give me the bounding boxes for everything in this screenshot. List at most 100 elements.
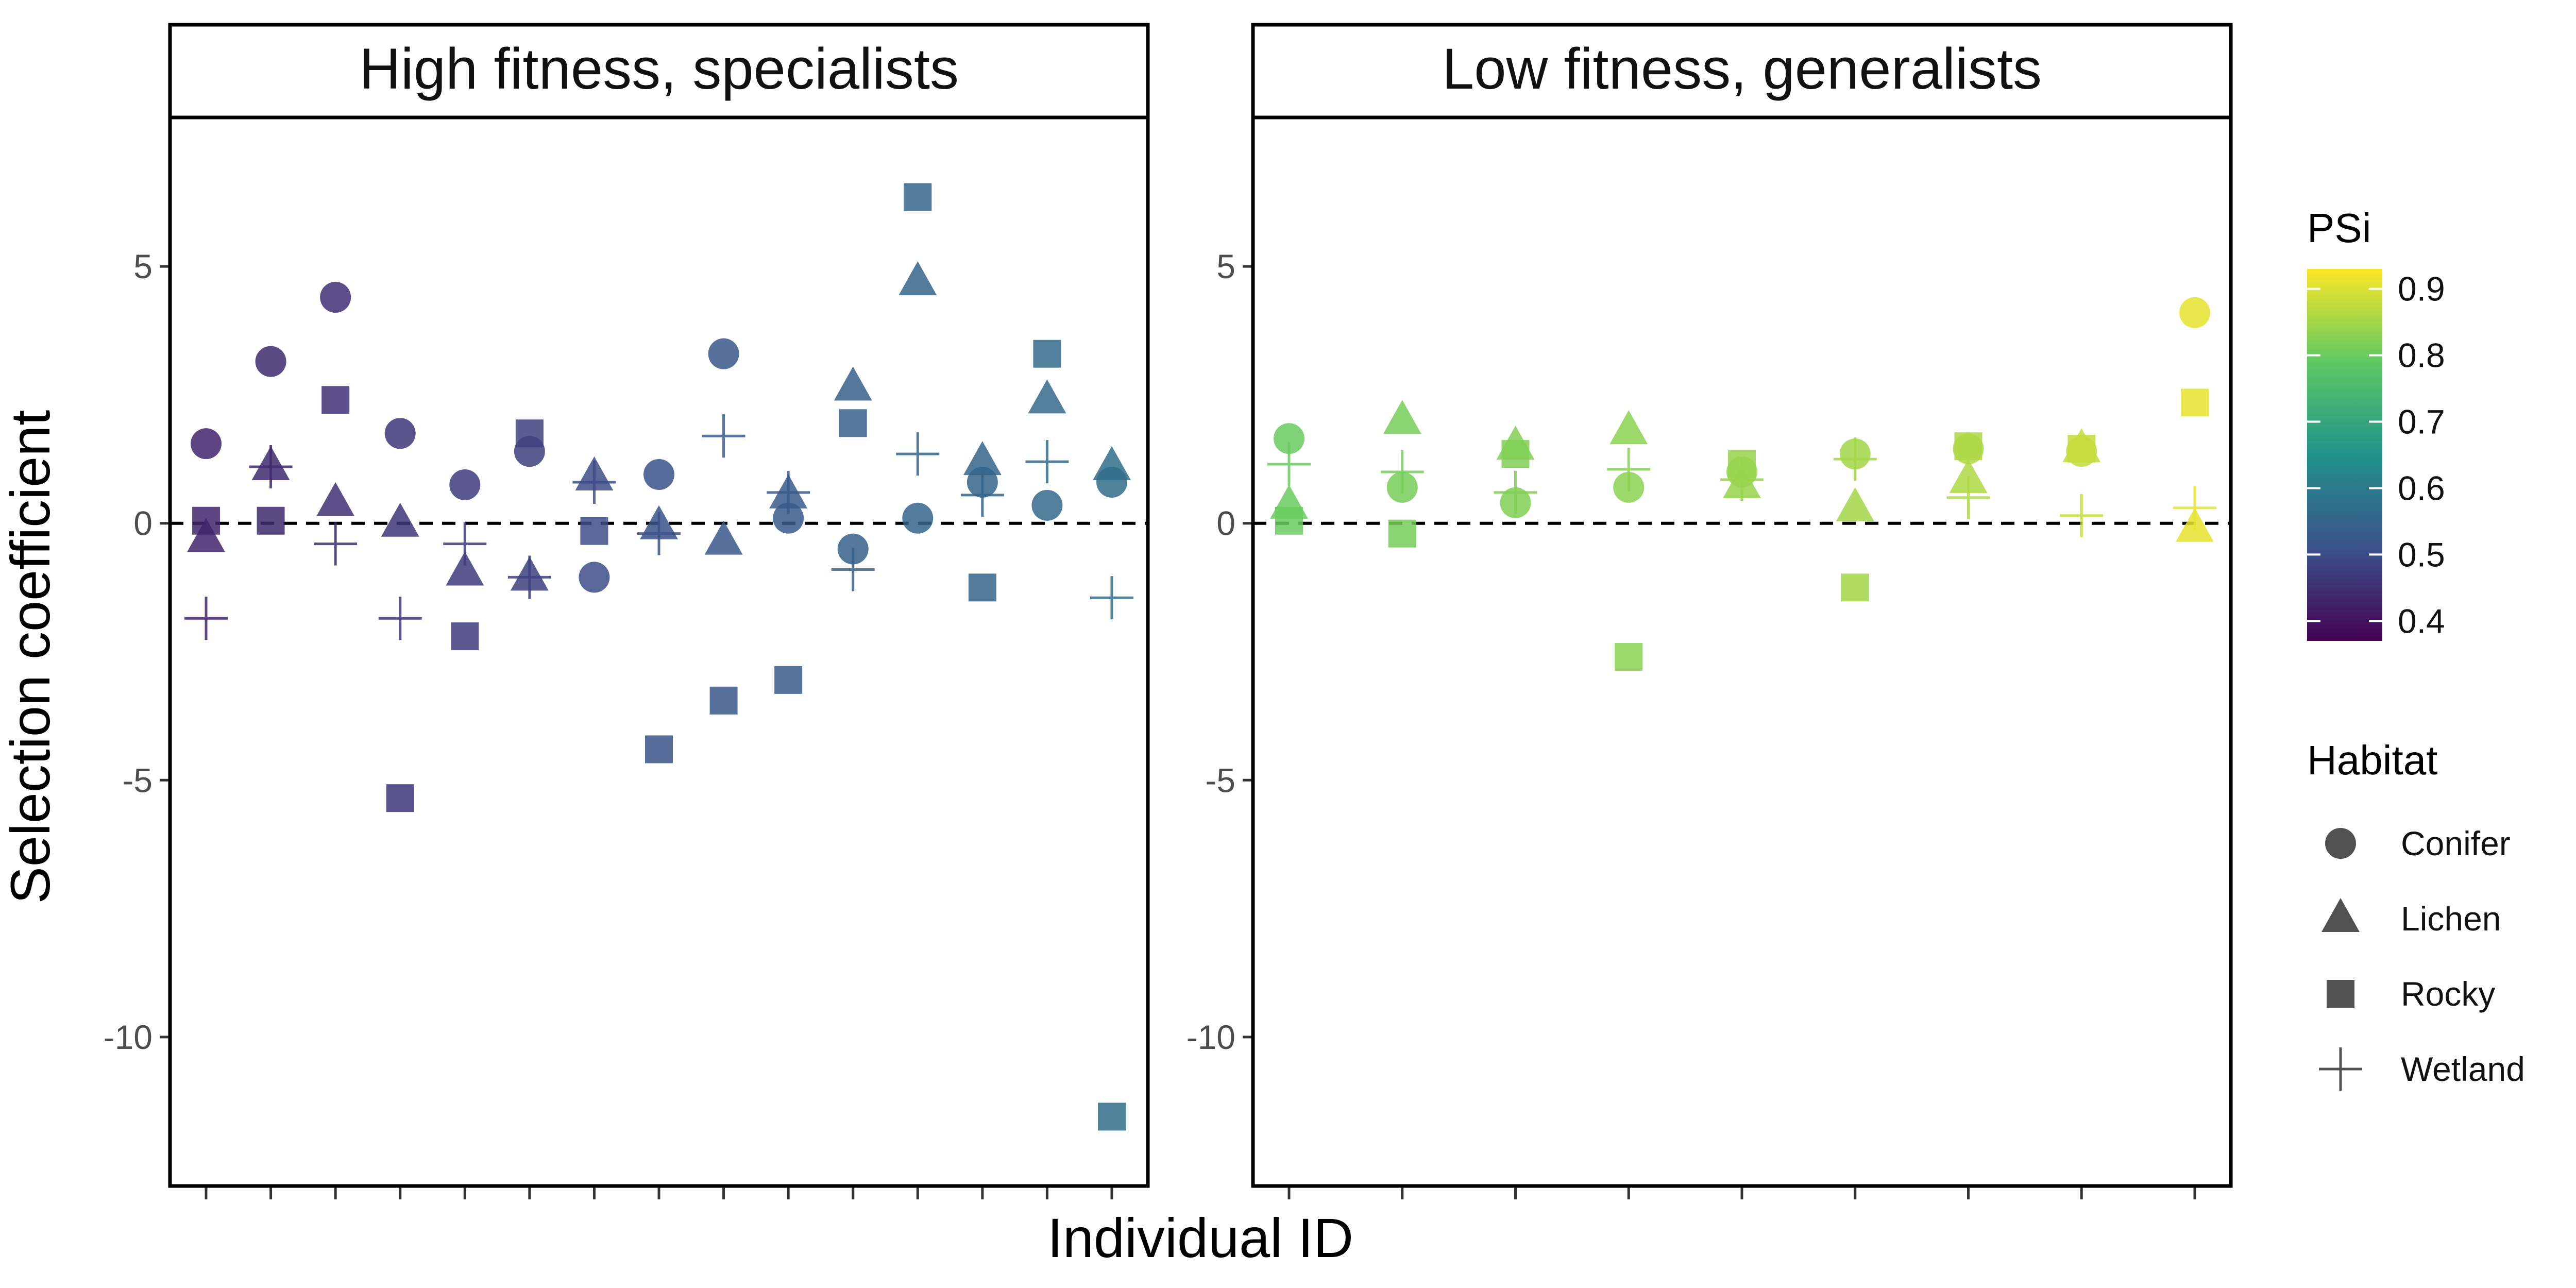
point-wetland: [767, 470, 810, 514]
colorbar-tick-label: 0.9: [2398, 270, 2445, 308]
point-wetland: [896, 432, 940, 476]
panel-border: [168, 115, 1150, 1188]
y-tick-label: 0: [133, 504, 152, 543]
point-rocky: [1275, 506, 1303, 535]
point-wetland: [1025, 440, 1069, 484]
point-wetland: [831, 548, 875, 591]
point-wetland: [702, 414, 745, 458]
panels-layer: High fitness, specialists 5 0 -5 -10 Low fitn…: [104, 23, 2233, 1199]
point-rocky: [386, 784, 414, 812]
panel-strip-title: Low fitness, generalists: [1442, 37, 2042, 101]
legend-label: Conifer: [2401, 824, 2511, 862]
point-conifer: [773, 502, 804, 534]
y-tick-label: 5: [1216, 247, 1235, 285]
shape-legend-title: Habitat: [2307, 737, 2437, 783]
point-wetland: [1720, 457, 1764, 501]
point-wetland: [1090, 576, 1133, 620]
y-tick-label: -5: [1205, 761, 1235, 799]
point-wetland: [2060, 494, 2104, 537]
point-rocky: [451, 622, 479, 651]
point-wetland: [637, 512, 681, 555]
y-tick-label: 0: [1216, 504, 1235, 543]
point-rocky: [774, 666, 803, 694]
point-wetland: [507, 555, 551, 599]
point-lichen: [187, 518, 225, 552]
point-lichen: [704, 520, 743, 555]
colorbar-title: PSi: [2307, 205, 2371, 251]
panel-1: High fitness, specialists 5 0 -5 -10: [104, 23, 1150, 1199]
point-lichen: [1093, 446, 1131, 481]
point-rocky: [515, 419, 544, 448]
legend-label: Wetland: [2401, 1050, 2525, 1088]
colorbar-tick-label: 0.5: [2398, 535, 2445, 573]
point-wetland: [314, 522, 358, 566]
point-rocky: [1615, 642, 1643, 671]
panel-border: [1251, 115, 2233, 1188]
point-rocky: [321, 386, 350, 414]
shape-legend-item: Wetland: [2319, 1047, 2525, 1091]
legend-label: Lichen: [2401, 900, 2501, 938]
point-rocky: [904, 183, 932, 211]
point-conifer: [1274, 423, 1304, 454]
point-rocky: [257, 506, 285, 535]
point-rocky: [1388, 519, 1416, 548]
point-wetland: [1946, 476, 1990, 519]
y-tick-label: 5: [133, 247, 152, 285]
panel-strip: [168, 23, 1150, 120]
point-lichen: [1836, 487, 1874, 521]
colorbar-ticks: 0.9 0.8 0.7 0.6 0.5 0.4: [2307, 270, 2445, 640]
point-rocky: [839, 409, 867, 437]
point-wetland: [1494, 470, 1537, 514]
point-rocky: [1098, 1103, 1126, 1131]
point-conifer: [2179, 297, 2210, 328]
point-lichen: [963, 441, 1002, 476]
panel-strip-title: High fitness, specialists: [359, 37, 959, 101]
legend-key-circle: [2325, 828, 2356, 859]
panel-strip: [1251, 23, 2233, 120]
point-rocky: [1033, 340, 1061, 368]
point-rocky: [192, 506, 220, 535]
x-axis-title: Individual ID: [1047, 1207, 1353, 1269]
point-conifer: [384, 418, 416, 449]
point-wetland: [184, 597, 228, 640]
shape-legend-items: Conifer Lichen Rocky Wetland: [2319, 824, 2525, 1091]
y-tick-label: -10: [1187, 1018, 1235, 1056]
point-conifer: [902, 502, 934, 534]
shape-legend-item: Rocky: [2327, 975, 2495, 1013]
point-rocky: [1501, 440, 1530, 468]
point-rocky: [645, 735, 673, 764]
point-conifer: [1031, 489, 1063, 521]
point-wetland: [1833, 437, 1877, 481]
point-wetland: [378, 597, 422, 640]
shape-legend-item: Conifer: [2325, 824, 2511, 862]
point-rocky: [1841, 573, 1869, 602]
point-rocky: [709, 686, 738, 715]
point-wetland: [1607, 448, 1651, 492]
point-wetland: [960, 473, 1004, 517]
point-lichen: [1383, 400, 1421, 434]
point-wetland: [2173, 486, 2216, 530]
point-conifer: [579, 562, 610, 593]
y-tick-label: -5: [122, 761, 152, 799]
point-conifer: [320, 281, 351, 313]
point-conifer: [643, 459, 674, 490]
point-wetland: [1267, 443, 1311, 486]
point-wetland: [1380, 450, 1424, 494]
point-lichen: [316, 482, 355, 516]
point-lichen: [446, 551, 484, 586]
point-conifer: [449, 469, 481, 500]
point-lichen: [899, 261, 937, 296]
legend-key-square: [2327, 980, 2354, 1008]
point-lichen: [381, 502, 419, 537]
point-conifer: [191, 428, 222, 460]
point-rocky: [1954, 432, 1982, 461]
legend: PSi 0.9 0.8 0.7 0.6 0.5 0.4 Habitat Conifer Li…: [2307, 205, 2525, 1091]
point-lichen: [834, 366, 872, 401]
point-conifer: [255, 346, 286, 377]
shape-legend-item: Lichen: [2321, 898, 2501, 938]
legend-label: Rocky: [2401, 975, 2495, 1013]
y-axis-title: Selection coefficient: [0, 410, 61, 904]
legend-key-plus: [2319, 1047, 2362, 1091]
point-wetland: [572, 460, 616, 504]
